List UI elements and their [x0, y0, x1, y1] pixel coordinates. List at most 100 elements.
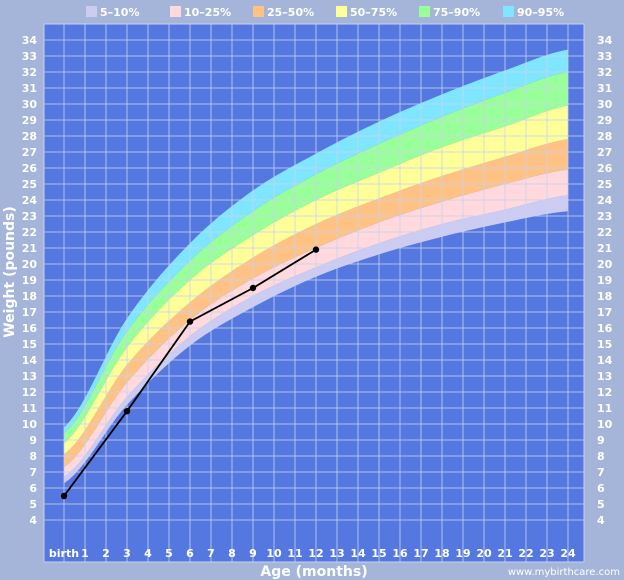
y-tick-label-left: 13: [22, 370, 37, 383]
x-tick-label: 12: [308, 547, 323, 560]
x-tick-label: 3: [123, 547, 131, 560]
legend-label: 10–25%: [184, 6, 231, 19]
y-tick-label-left: 18: [22, 290, 37, 303]
y-tick-label-right: 10: [597, 418, 613, 431]
y-tick-label-left: 32: [22, 66, 37, 79]
x-tick-label: 6: [186, 547, 194, 560]
y-tick-label-right: 7: [597, 466, 605, 479]
y-tick-label-right: 31: [597, 82, 612, 95]
y-tick-label-left: 5: [29, 498, 37, 511]
x-tick-label: 17: [413, 547, 428, 560]
y-tick-label-left: 7: [29, 466, 37, 479]
y-tick-label-right: 22: [597, 226, 612, 239]
x-tick-label: 8: [228, 547, 236, 560]
legend-label: 25–50%: [267, 6, 314, 19]
y-axis-left-ticks: 4 5 6 7 8 9 10 11 12 13 14 15 16 17 18 19 20 21 22 23 24 25 26…: [22, 34, 38, 527]
y-tick-label-left: 30: [22, 98, 38, 111]
y-tick-label-right: 32: [597, 66, 612, 79]
y-tick-label-left: 26: [22, 162, 38, 175]
y-tick-label-left: 22: [22, 226, 37, 239]
data-point: [186, 318, 194, 325]
x-tick-label: 1: [81, 547, 89, 560]
x-axis-ticks: birth 1 2 3 4 5 6 7 8 9 10 11 12 13 14 15 16 17 18 19 20 21 22…: [49, 547, 576, 560]
data-point: [123, 408, 131, 415]
y-tick-label-right: 12: [597, 386, 612, 399]
y-tick-label-left: 25: [22, 178, 37, 191]
x-tick-label: 2: [102, 547, 110, 560]
y-tick-label-left: 27: [22, 146, 37, 159]
y-tick-label-right: 13: [597, 370, 612, 383]
y-tick-label-left: 24: [22, 194, 38, 207]
y-tick-label-right: 34: [597, 34, 613, 47]
x-tick-label: 18: [434, 547, 449, 560]
x-tick-label: 15: [371, 547, 386, 560]
y-tick-label-right: 27: [597, 146, 612, 159]
legend-label: 75–90%: [433, 6, 480, 19]
y-tick-label-right: 5: [597, 498, 605, 511]
y-tick-label-left: 20: [22, 258, 38, 271]
y-tick-label-left: 21: [22, 242, 37, 255]
x-tick-label: 10: [266, 547, 282, 560]
y-tick-label-left: 28: [22, 130, 37, 143]
legend-swatch: [419, 6, 430, 17]
x-tick-label: birth: [49, 547, 79, 560]
x-tick-label: 24: [560, 547, 576, 560]
y-tick-label-right: 18: [597, 290, 612, 303]
legend-label: 50–75%: [350, 6, 397, 19]
legend-label: 90–95%: [517, 6, 564, 19]
x-tick-label: 23: [539, 547, 554, 560]
x-tick-label: 4: [144, 547, 152, 560]
y-tick-label-right: 30: [597, 98, 613, 111]
x-tick-label: 20: [476, 547, 492, 560]
percentile-band-2: [64, 139, 568, 468]
data-point: [249, 284, 257, 292]
y-tick-label-right: 25: [597, 178, 612, 191]
y-tick-label-right: 11: [597, 402, 612, 415]
y-tick-label-left: 31: [22, 82, 37, 95]
y-tick-label-left: 10: [22, 418, 38, 431]
y-tick-label-right: 16: [597, 322, 613, 335]
y-tick-label-left: 15: [22, 338, 37, 351]
y-tick-label-right: 24: [597, 194, 613, 207]
legend-label: 5–10%: [100, 6, 139, 19]
y-tick-label-right: 17: [597, 306, 612, 319]
y-tick-label-left: 17: [22, 306, 37, 319]
y-tick-label-right: 23: [597, 210, 612, 223]
y-tick-label-left: 4: [29, 514, 37, 527]
credit-text: www.mybirthcare.com: [508, 567, 620, 578]
y-tick-label-left: 9: [29, 434, 37, 447]
y-tick-label-right: 33: [597, 50, 612, 63]
y-tick-label-right: 4: [597, 514, 605, 527]
percentile-band-3: [64, 105, 568, 455]
legend-swatch: [503, 6, 514, 17]
y-tick-label-left: 6: [29, 482, 37, 495]
y-tick-label-right: 21: [597, 242, 612, 255]
legend-swatch: [336, 6, 347, 17]
y-axis-right-ticks: 4 5 6 7 8 9 10 11 12 13 14 15 16 17 18 19 20 21 22 23 24 25 26…: [597, 34, 613, 527]
y-tick-label-left: 12: [22, 386, 37, 399]
x-axis-title: Age (months): [260, 564, 367, 580]
y-tick-label-left: 16: [22, 322, 38, 335]
x-tick-label: 7: [207, 547, 215, 560]
y-tick-label-right: 15: [597, 338, 612, 351]
legend-swatch: [253, 6, 264, 17]
x-tick-label: 16: [392, 547, 408, 560]
x-tick-label: 9: [249, 547, 257, 560]
legend-swatch: [86, 6, 97, 17]
y-tick-label-left: 33: [22, 50, 37, 63]
y-tick-label-left: 34: [22, 34, 38, 47]
y-tick-label-left: 8: [29, 450, 37, 463]
y-tick-label-left: 23: [22, 210, 37, 223]
y-tick-label-right: 20: [597, 258, 613, 271]
x-tick-label: 13: [329, 547, 344, 560]
x-tick-label: 21: [497, 547, 512, 560]
data-point: [60, 492, 68, 500]
y-tick-label-right: 6: [597, 482, 605, 495]
gridlines: [43, 23, 585, 563]
x-tick-label: 19: [455, 547, 470, 560]
y-tick-label-left: 11: [22, 402, 37, 415]
x-tick-label: 22: [518, 547, 533, 560]
y-tick-label-right: 19: [597, 274, 612, 287]
